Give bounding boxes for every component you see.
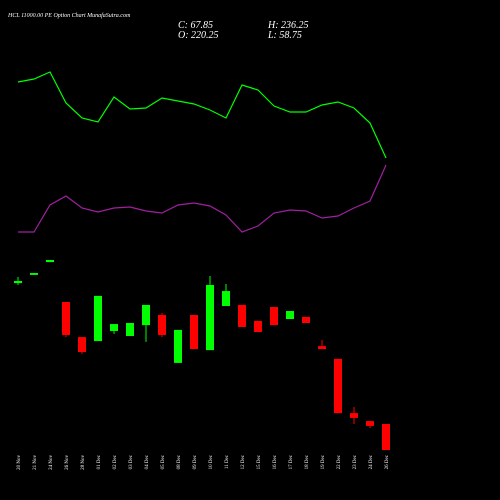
candle-body <box>14 281 22 284</box>
x-tick-label: 08 Dec <box>177 454 182 469</box>
x-tick-label: 28 Nov <box>81 455 86 470</box>
x-tick-label: 10 Dec <box>209 454 214 469</box>
chart-title: HCL 11000.00 PE Option Chart MunafaSutra… <box>7 12 131 19</box>
open-label: O: 220.25 <box>178 30 219 41</box>
candle-body <box>222 291 230 306</box>
candle-body <box>318 346 326 350</box>
x-tick-label: 19 Dec <box>321 454 326 469</box>
candle-body <box>158 315 166 335</box>
x-tick-label: 12 Dec <box>241 454 246 469</box>
candle-body <box>142 304 150 326</box>
x-tick-label: 16 Dec <box>273 454 278 469</box>
x-tick-label: 20 Nov <box>17 455 22 470</box>
high-label: H: 236.25 <box>267 20 309 31</box>
x-tick-label: 26 Nov <box>65 455 70 470</box>
x-tick-label: 09 Dec <box>193 454 198 469</box>
candle-body <box>254 320 262 333</box>
candle-body <box>238 304 246 327</box>
x-tick-label: 05 Dec <box>161 454 166 469</box>
x-tick-label: 03 Dec <box>129 454 134 469</box>
candle-body <box>30 273 38 275</box>
close-label: C: 67.85 <box>178 20 213 31</box>
indicator-line <box>17 71 387 159</box>
candle-body <box>302 316 310 323</box>
candle-body <box>190 315 198 350</box>
candle-body <box>382 424 390 451</box>
x-tick-label: 24 Nov <box>49 455 54 470</box>
candle-body <box>270 307 278 326</box>
candle-body <box>174 329 182 363</box>
x-tick-label: 26 Dec <box>385 454 390 469</box>
candle-body <box>78 337 86 352</box>
x-tick-label: 18 Dec <box>305 454 310 469</box>
candle-body <box>62 302 70 335</box>
indicator-line <box>18 164 387 233</box>
x-tick-label: 02 Dec <box>113 454 118 469</box>
x-tick-label: 24 Dec <box>369 454 374 469</box>
x-tick-label: 17 Dec <box>289 454 294 469</box>
candle-body <box>94 295 102 342</box>
x-tick-label: 22 Dec <box>337 454 342 469</box>
candle-body <box>366 421 374 426</box>
x-tick-label: 11 Dec <box>225 454 230 469</box>
candle-body <box>206 284 214 351</box>
candle-body <box>126 323 134 337</box>
low-label: L: 58.75 <box>267 30 302 41</box>
candle-body <box>46 260 54 263</box>
candle-body <box>110 324 118 331</box>
candle-body <box>334 358 342 414</box>
x-tick-label: 15 Dec <box>257 454 262 469</box>
x-tick-label: 01 Dec <box>97 454 102 469</box>
candle-body <box>350 413 358 418</box>
x-tick-label: 23 Dec <box>353 454 358 469</box>
x-tick-label: 04 Dec <box>145 454 150 469</box>
x-tick-label: 21 Nov <box>33 455 38 470</box>
candle-body <box>286 311 294 320</box>
